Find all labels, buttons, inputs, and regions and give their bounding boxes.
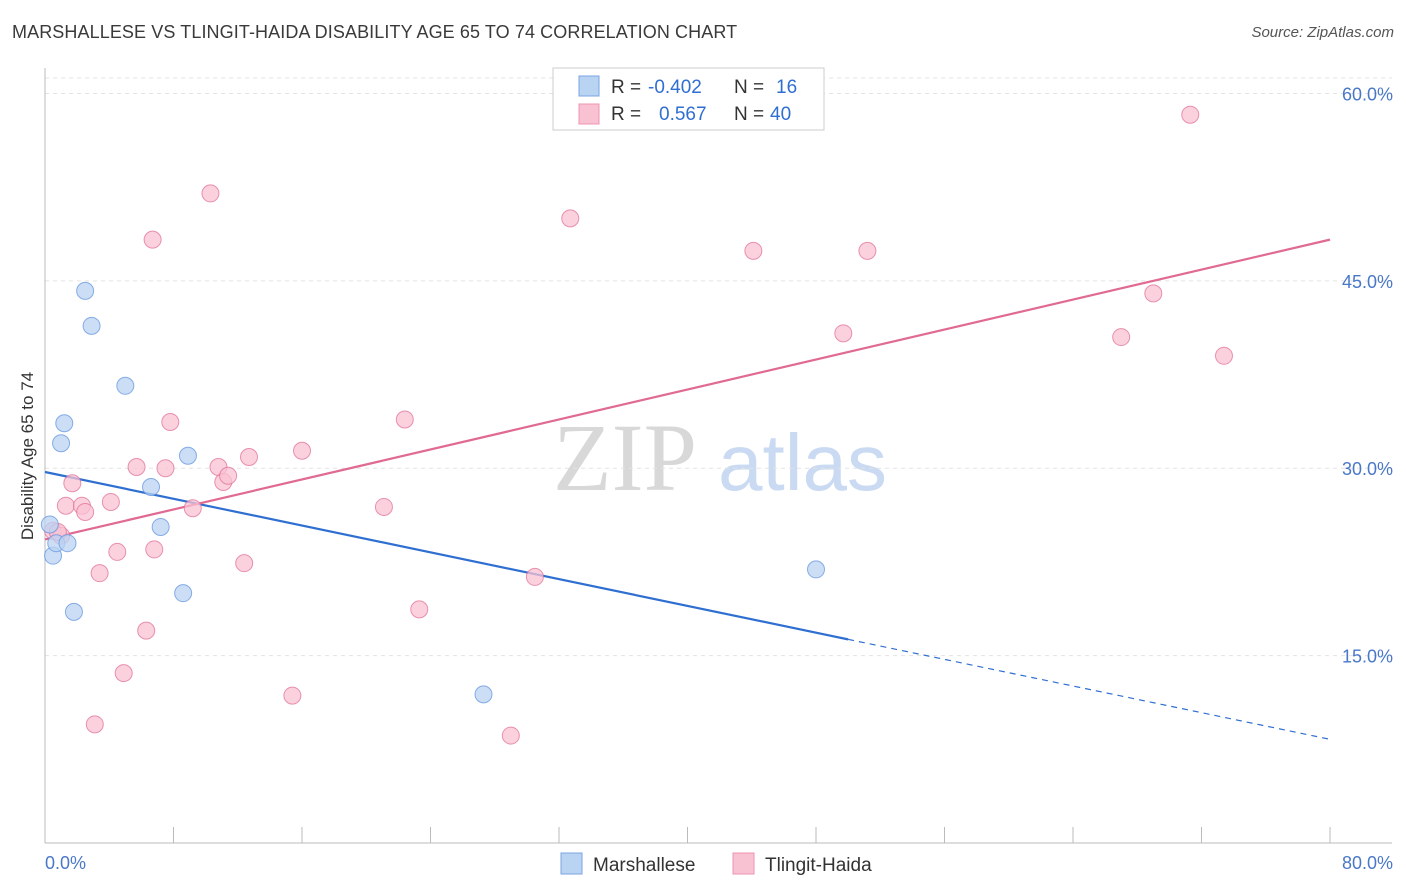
data-point <box>501 726 520 745</box>
data-point <box>744 241 763 260</box>
trend-line-extension <box>848 638 1331 740</box>
y-tick-label: 60.0% <box>1342 84 1393 104</box>
watermark-zip: ZIP <box>553 404 697 511</box>
data-point <box>161 413 180 432</box>
legend-n-label-2: N = <box>734 104 764 125</box>
legend-r-label-1: R = <box>611 77 641 98</box>
data-point <box>63 474 82 493</box>
data-point <box>1144 284 1163 303</box>
data-point <box>1112 328 1131 347</box>
data-point <box>142 477 161 496</box>
legend: R = -0.402 N = 16 R = 0.567 N = 40 <box>552 67 825 131</box>
data-point <box>64 602 83 621</box>
data-point <box>55 414 74 433</box>
data-point <box>137 621 156 640</box>
data-point <box>474 685 493 704</box>
watermark-atlas: atlas <box>718 418 887 507</box>
y-tick-label: 45.0% <box>1342 272 1393 292</box>
data-point <box>374 497 393 516</box>
trend-line <box>44 470 849 641</box>
data-point <box>151 517 170 536</box>
data-point <box>834 324 853 343</box>
data-point <box>40 515 59 534</box>
y-tick-label: 15.0% <box>1342 647 1393 667</box>
data-point <box>219 466 238 485</box>
bottom-legend-tlingit-haida: Tlingit-Haida <box>765 855 872 876</box>
legend-n-value-1: 16 <box>776 77 797 98</box>
legend-r-value-2: 0.567 <box>659 104 707 125</box>
data-point <box>56 496 75 515</box>
legend-r-value-1: -0.402 <box>648 77 702 98</box>
data-point <box>201 184 220 203</box>
data-point <box>108 542 127 561</box>
data-point <box>90 564 109 583</box>
data-point <box>76 281 95 300</box>
data-point <box>178 446 197 465</box>
axes: 15.0% 30.0% 45.0% 60.0% 0.0% 80.0% <box>44 68 1393 873</box>
data-point <box>525 567 544 586</box>
legend-swatch-marshallese <box>578 75 600 97</box>
legend-n-label-1: N = <box>734 77 764 98</box>
source-label: Source: ZipAtlas.com <box>1251 24 1394 41</box>
data-point <box>183 499 202 518</box>
data-point <box>283 686 302 705</box>
chart-title: MARSHALLESE VS TLINGIT-HAIDA DISABILITY … <box>12 22 738 42</box>
bottom-legend-swatch-marshallese <box>560 852 583 875</box>
legend-swatch-tlingit-haida <box>578 103 600 125</box>
legend-r-label-2: R = <box>611 104 641 125</box>
bottom-legend: Marshallese Tlingit-Haida <box>560 852 872 876</box>
data-point <box>174 584 193 603</box>
trend-lines <box>44 238 1331 740</box>
legend-n-value-2: 40 <box>770 104 791 125</box>
y-axis-label: Disability Age 65 to 74 <box>18 372 37 540</box>
data-point <box>807 560 825 579</box>
data-point <box>1181 105 1200 124</box>
data-point <box>76 502 95 521</box>
data-point <box>1214 346 1233 365</box>
x-tick-label: 80.0% <box>1342 853 1393 873</box>
data-point <box>143 230 162 249</box>
trend-line <box>44 238 1331 541</box>
data-point <box>858 241 877 260</box>
data-point <box>114 664 133 683</box>
data-point <box>145 540 164 559</box>
data-point <box>395 410 414 429</box>
data-point <box>101 492 120 511</box>
data-points <box>40 105 1233 745</box>
data-point <box>239 447 258 466</box>
data-point <box>85 715 104 734</box>
x-tick-label: 0.0% <box>45 853 86 873</box>
bottom-legend-swatch-tlingit-haida <box>732 852 755 875</box>
data-point <box>116 376 135 395</box>
data-point <box>127 457 146 476</box>
y-tick-label: 30.0% <box>1342 459 1393 479</box>
data-point <box>293 441 311 460</box>
data-point <box>82 316 101 335</box>
data-point <box>235 554 254 573</box>
data-point <box>561 209 580 228</box>
data-point <box>58 534 77 553</box>
data-point <box>156 459 175 478</box>
data-point <box>52 434 71 453</box>
bottom-legend-marshallese: Marshallese <box>593 855 695 876</box>
data-point <box>410 600 429 619</box>
